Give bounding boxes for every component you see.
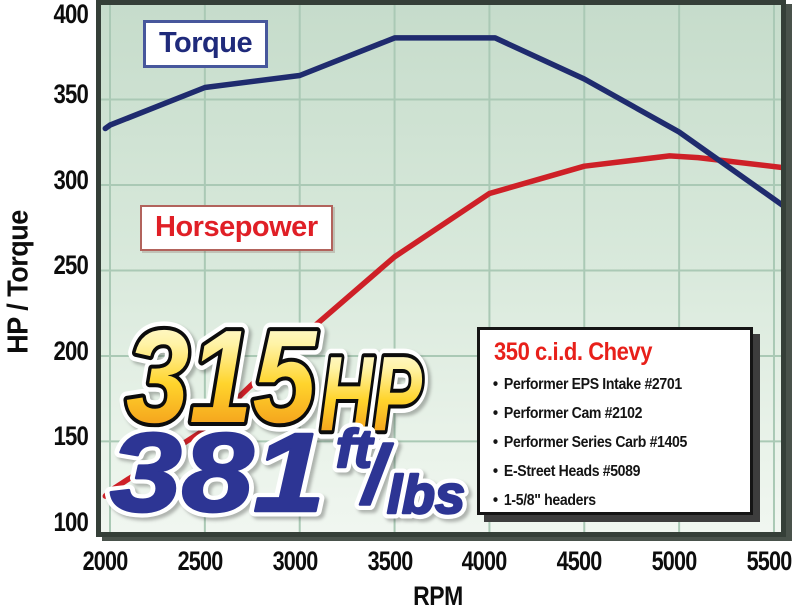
engine-spec-list: • Performer EPS Intake #2701 • Performer C… <box>492 370 742 515</box>
horsepower-legend-box: Horsepower <box>140 205 333 251</box>
spec-item: • Performer EPS Intake #2701 <box>492 370 712 399</box>
bullet-icon: • <box>492 461 498 480</box>
bullet-icon: • <box>492 490 498 509</box>
y-tick-250: 250 <box>53 250 89 280</box>
bullet-icon: • <box>492 374 498 393</box>
bullet-icon: • <box>492 432 498 451</box>
spec-item: • 1-5/8" headers <box>492 486 712 515</box>
torque-curve <box>102 35 781 208</box>
x-tick-4000: 4000 <box>461 546 508 576</box>
horsepower-curve <box>102 153 781 499</box>
y-tick-150: 150 <box>53 421 89 451</box>
y-tick-350: 350 <box>53 79 89 109</box>
spec-item: • E-Street Heads #5089 <box>492 457 712 486</box>
x-tick-4500: 4500 <box>556 546 603 576</box>
y-axis-title: HP / Torque <box>2 210 34 354</box>
x-tick-5000: 5000 <box>651 546 698 576</box>
x-tick-5500: 5500 <box>746 546 793 576</box>
x-axis-title: RPM <box>413 581 463 611</box>
engine-spec-box: 350 c.i.d. Chevy • Performer EPS Intake #… <box>477 327 753 515</box>
y-tick-100: 100 <box>53 507 89 537</box>
x-tick-3500: 3500 <box>367 546 414 576</box>
spec-item: • Performer Series Carb #1405 <box>492 428 712 457</box>
y-tick-300: 300 <box>53 165 89 195</box>
y-tick-200: 200 <box>53 336 89 366</box>
x-tick-2500: 2500 <box>177 546 224 576</box>
y-tick-400: 400 <box>53 0 89 29</box>
spec-item: • Performer Cam #2102 <box>492 399 712 428</box>
engine-spec-title: 350 c.i.d. Chevy <box>494 338 653 366</box>
bullet-icon: • <box>492 403 498 422</box>
torque-legend-box: Torque <box>143 20 269 68</box>
x-tick-2000: 2000 <box>82 546 129 576</box>
x-tick-3000: 3000 <box>272 546 319 576</box>
plot-area <box>96 0 786 537</box>
